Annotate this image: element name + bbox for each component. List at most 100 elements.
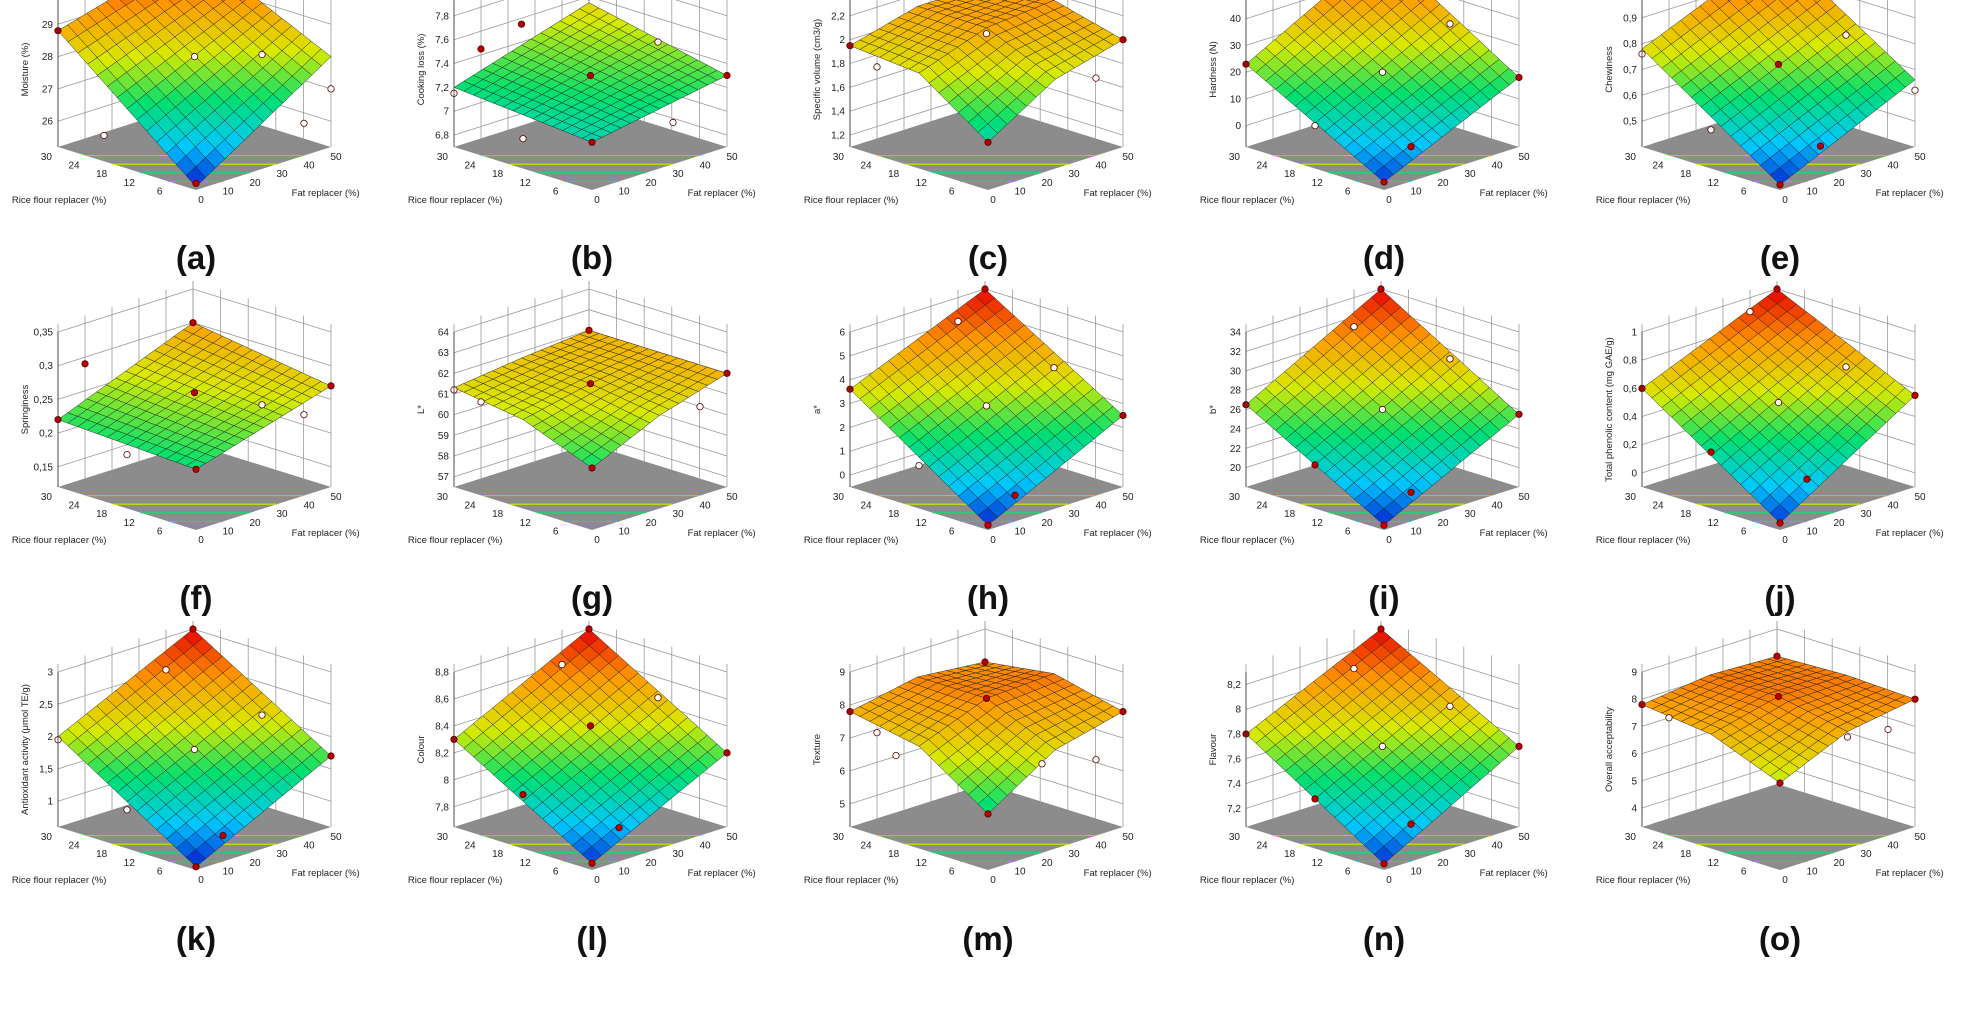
fat-tick-label: 10 — [1014, 186, 1026, 197]
z-tick-label: 0,3 — [39, 361, 53, 372]
rice-tick-label: 30 — [1229, 832, 1241, 843]
fat-tick-label: 50 — [726, 152, 738, 163]
design-point — [1774, 398, 1783, 407]
z-tick-label: 32 — [1230, 347, 1242, 358]
z-axis-label: Total phenolic content (mg GAE/g) — [1604, 337, 1615, 482]
response-surface — [453, 330, 728, 469]
design-point — [1119, 36, 1127, 44]
rice-tick-label: 18 — [888, 169, 900, 180]
design-point — [1092, 74, 1100, 82]
z-axis: 0,15 0,2 0,25 0,3 0,35 Springiness — [20, 328, 59, 487]
rice-tick-label: 18 — [1680, 169, 1692, 180]
design-point — [1350, 664, 1358, 673]
rice-tick-label: 18 — [492, 509, 504, 520]
z-tick-label: 2 — [839, 423, 845, 434]
fat-tick-label: 20 — [645, 518, 657, 529]
rice-axis: 6 12 18 24 30 Rice flour replacer (%) — [1200, 152, 1351, 206]
fat-axis: 0 10 20 30 40 50 Fat replacer (%) — [1782, 492, 1943, 546]
panel-label: (e) — [1760, 239, 1800, 276]
rice-tick-label: 6 — [949, 186, 955, 197]
design-point — [1515, 742, 1523, 751]
panel-k: 1 1,5 2 2,5 3 Antioxidant activity (μmol TE/g… — [12, 621, 360, 957]
design-point — [123, 806, 131, 814]
z-axis: 6,877,27,47,67,88Cooking loss (%) — [416, 0, 455, 147]
z-tick-label: 1,2 — [831, 131, 845, 142]
fat-tick-label: 40 — [699, 841, 711, 852]
z-axis: 1,21,41,61,822,22,4Specific volume (cm3/… — [812, 0, 851, 147]
design-point — [586, 722, 595, 730]
panel-e: 0,50,60,70,80,91Chewiness01020304050Fat … — [1596, 0, 1944, 276]
rice-tick-label: 12 — [1708, 858, 1720, 869]
design-point — [1011, 491, 1019, 499]
z-tick-label: 63 — [438, 348, 450, 359]
fat-axis: 0 10 20 30 40 50 Fat replacer (%) — [1782, 152, 1943, 206]
fat-tick-label: 0 — [198, 535, 204, 546]
rice-axis-label: Rice flour replacer (%) — [804, 875, 899, 886]
design-point — [1377, 625, 1385, 633]
z-tick-label: 7,2 — [435, 83, 449, 94]
rice-tick-label: 30 — [1229, 492, 1241, 503]
z-tick-label: 8 — [1631, 695, 1637, 706]
design-point — [1378, 405, 1387, 414]
fat-axis-label: Fat replacer (%) — [1480, 528, 1548, 539]
z-tick-label: 9 — [1631, 668, 1637, 679]
response-surface — [849, 661, 1124, 815]
fat-tick-label: 20 — [645, 178, 657, 189]
z-axis: 0 1 2 3 4 5 6 a* — [812, 328, 851, 487]
response-surface — [1245, 288, 1520, 526]
z-tick-label: 5 — [839, 351, 845, 362]
panel-label: (d) — [1363, 239, 1405, 276]
fat-tick-label: 10 — [618, 866, 630, 877]
z-tick-label: 0 — [1631, 468, 1637, 479]
rice-tick-label: 24 — [860, 841, 872, 852]
design-point — [1515, 73, 1523, 82]
design-point — [915, 461, 923, 470]
z-tick-label: 26 — [42, 117, 54, 128]
z-tick-label: 8,4 — [435, 721, 449, 732]
z-tick-label: 62 — [438, 369, 450, 380]
design-point — [258, 711, 266, 719]
fat-axis: 0 10 20 30 40 50 Fat replacer (%) — [1386, 492, 1547, 546]
design-point — [954, 317, 962, 325]
design-point — [873, 63, 881, 71]
z-tick-label: 7,6 — [1227, 754, 1241, 765]
floor-plane — [454, 444, 727, 530]
z-tick-label: 0,25 — [34, 395, 54, 406]
panel-c: 1,21,41,61,822,22,4Specific volume (cm3/… — [804, 0, 1152, 276]
design-point — [1515, 410, 1523, 418]
design-point — [1773, 652, 1781, 660]
design-point — [189, 319, 197, 327]
z-axis-label: Springiness — [20, 384, 31, 434]
fat-tick-label: 40 — [1887, 841, 1899, 852]
fat-tick-label: 0 — [1386, 535, 1392, 546]
fat-tick-label: 40 — [699, 161, 711, 172]
fat-tick-label: 50 — [330, 152, 342, 163]
fat-tick-label: 0 — [198, 195, 204, 206]
fat-axis-label: Fat replacer (%) — [292, 528, 360, 539]
rice-tick-label: 12 — [520, 858, 532, 869]
design-point — [723, 749, 731, 757]
design-point — [1380, 178, 1388, 186]
rice-axis-label: Rice flour replacer (%) — [408, 875, 503, 886]
fat-tick-label: 30 — [1068, 509, 1080, 520]
z-tick-label: 58 — [438, 452, 450, 463]
rice-tick-label: 12 — [520, 518, 532, 529]
fat-tick-label: 40 — [303, 161, 315, 172]
z-axis-label: Cooking loss (%) — [416, 34, 427, 106]
panel-g: 57 58 59 60 61 62 63 64 L* 0 10 20 30 40 50 Fat replace… — [408, 281, 756, 616]
z-tick-label: 1,6 — [831, 83, 845, 94]
design-point — [219, 831, 227, 840]
fat-tick-label: 0 — [1386, 875, 1392, 886]
fat-axis-label: Fat replacer (%) — [1480, 188, 1548, 199]
z-tick-label: 40 — [1230, 14, 1242, 25]
response-surface — [453, 628, 728, 864]
z-tick-label: 5 — [839, 799, 845, 810]
rice-axis: 6 12 18 24 30 Rice flour replacer (%) — [408, 492, 559, 546]
design-point — [585, 625, 593, 633]
z-tick-label: 2 — [839, 35, 845, 46]
z-tick-label: 34 — [1230, 328, 1242, 339]
design-point — [517, 20, 526, 28]
panel-a: 26 27 28 29 30 Moisture (%) 0 10 20 30 40 50 Fat rep… — [12, 0, 360, 276]
response-surface — [1641, 655, 1916, 784]
panel-label: (j) — [1764, 579, 1795, 616]
